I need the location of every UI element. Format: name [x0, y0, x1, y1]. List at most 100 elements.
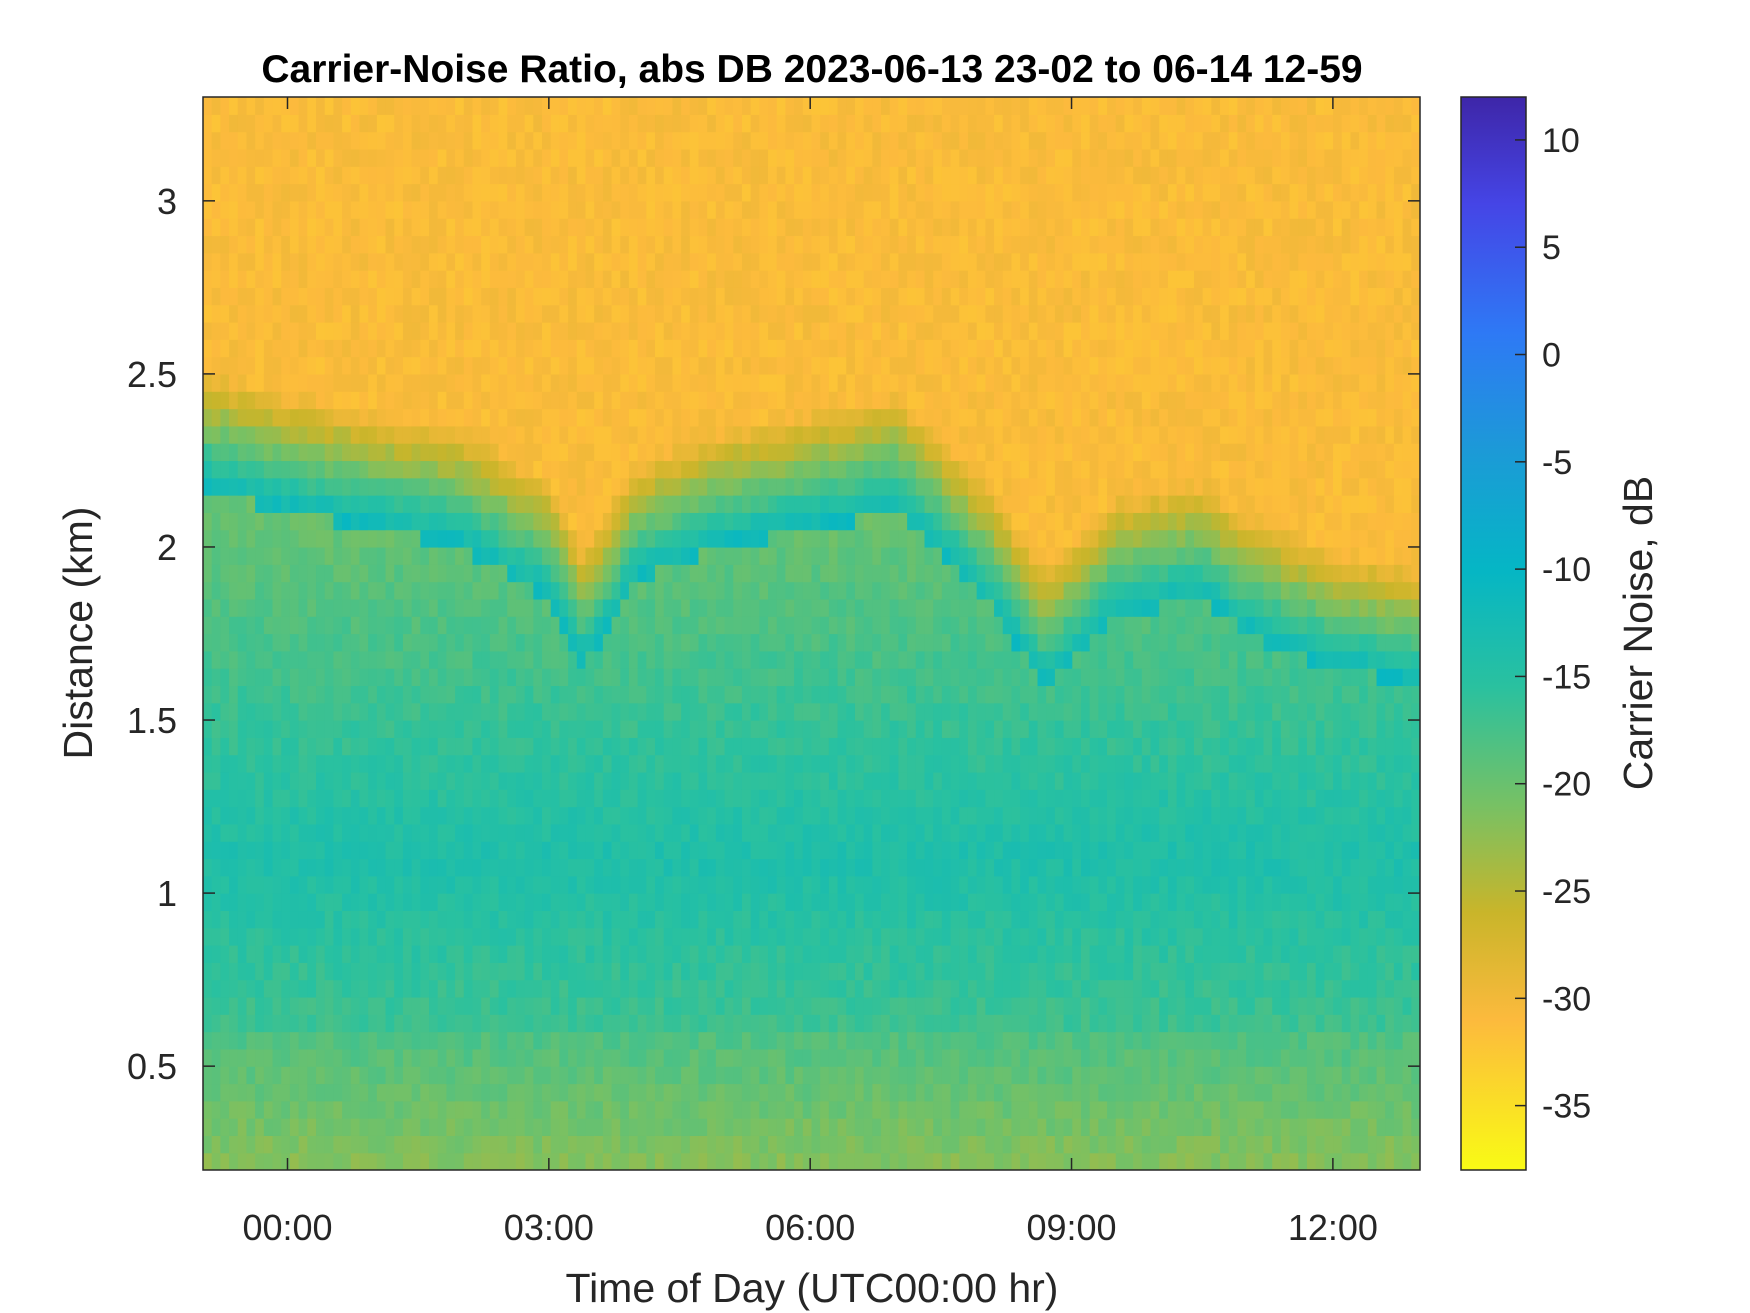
heatmap-cell — [811, 460, 821, 479]
heatmap-cell — [602, 1031, 613, 1050]
heatmap-cell — [681, 1031, 691, 1050]
heatmap-cell — [707, 1031, 717, 1050]
heatmap-cell — [342, 962, 352, 981]
heatmap-cell — [811, 754, 821, 773]
heatmap-cell — [602, 114, 613, 133]
heatmap-cell — [854, 512, 865, 531]
heatmap-cell — [794, 1066, 804, 1085]
heatmap-cell — [376, 460, 387, 479]
heatmap-cell — [715, 460, 726, 479]
heatmap-cell — [881, 1118, 891, 1136]
heatmap-cell — [715, 720, 726, 738]
heatmap-cell — [854, 1014, 865, 1033]
heatmap-cell — [507, 218, 517, 237]
heatmap-cell — [594, 702, 604, 721]
heatmap-cell — [350, 720, 361, 738]
heatmap-cell — [550, 287, 560, 306]
heatmap-cell — [768, 979, 778, 998]
heatmap-cell — [255, 1014, 265, 1033]
heatmap-cell — [776, 893, 787, 912]
heatmap-cell — [594, 927, 604, 946]
heatmap-cell — [359, 581, 369, 600]
heatmap-cell — [741, 633, 752, 652]
heatmap-cell — [550, 841, 560, 860]
heatmap-cell — [820, 408, 830, 427]
heatmap-cell — [385, 564, 395, 583]
heatmap-cell — [602, 200, 613, 219]
heatmap-cell — [411, 425, 421, 444]
heatmap-cell — [455, 806, 465, 825]
heatmap-cell — [759, 598, 769, 617]
heatmap-cell — [663, 287, 674, 306]
heatmap-cell — [255, 789, 265, 808]
heatmap-cell — [246, 1048, 256, 1067]
heatmap-cell — [733, 979, 743, 998]
heatmap-cell — [576, 321, 587, 340]
heatmap-cell — [863, 235, 873, 254]
heatmap-cell — [385, 356, 395, 375]
heatmap-cell — [489, 927, 500, 946]
heatmap-cell — [559, 685, 569, 704]
heatmap-cell — [802, 1048, 813, 1067]
heatmap-cell — [646, 979, 656, 998]
heatmap-cell — [229, 218, 239, 237]
heatmap-cell — [368, 148, 378, 167]
heatmap-cell — [307, 720, 317, 738]
heatmap-cell — [376, 823, 387, 842]
heatmap-cell — [698, 183, 708, 202]
heatmap-cell — [724, 339, 734, 358]
heatmap-cell — [255, 979, 265, 998]
heatmap-cell — [568, 806, 578, 825]
heatmap-cell — [811, 200, 821, 219]
heatmap-cell — [420, 529, 430, 548]
heatmap-cell — [255, 875, 265, 894]
heatmap-cell — [594, 356, 604, 375]
heatmap-cell — [376, 789, 387, 808]
heatmap-cell — [759, 806, 769, 825]
heatmap-cell — [333, 962, 343, 981]
heatmap-cell — [741, 616, 752, 635]
heatmap-cell — [481, 564, 491, 583]
heatmap-cell — [741, 131, 752, 150]
heatmap-cell — [481, 1066, 491, 1085]
heatmap-cell — [620, 287, 630, 306]
heatmap-cell — [628, 1083, 639, 1102]
heatmap-cell — [681, 893, 691, 912]
heatmap-cell — [585, 823, 595, 842]
heatmap-cell — [854, 356, 865, 375]
heatmap-cell — [498, 373, 508, 392]
heatmap-cell — [733, 702, 743, 721]
heatmap-cell — [663, 979, 674, 998]
heatmap-cell — [689, 200, 700, 219]
heatmap-cell — [707, 183, 717, 202]
heatmap-cell — [220, 1100, 230, 1119]
heatmap-cell — [637, 304, 647, 323]
heatmap-cell — [489, 114, 500, 133]
heatmap-cell — [376, 945, 387, 963]
heatmap-cell — [385, 131, 395, 150]
heatmap-cell — [376, 373, 387, 392]
heatmap-cell — [394, 183, 404, 202]
heatmap-cell — [359, 529, 369, 548]
heatmap-cell — [585, 858, 595, 877]
heatmap-cell — [776, 356, 787, 375]
heatmap-cell — [498, 668, 508, 687]
heatmap-cell — [689, 1048, 700, 1067]
heatmap-cell — [550, 1014, 560, 1033]
heatmap-cell — [889, 287, 900, 306]
heatmap-cell — [846, 460, 856, 479]
heatmap-cell — [611, 771, 621, 790]
heatmap-cell — [611, 1014, 621, 1033]
heatmap-cell — [524, 321, 534, 340]
heatmap-cell — [802, 685, 813, 704]
heatmap-cell — [429, 546, 439, 565]
heatmap-cell — [655, 339, 665, 358]
heatmap-cell — [637, 789, 647, 808]
heatmap-cell — [594, 148, 604, 167]
heatmap-cell — [229, 460, 239, 479]
heatmap-cell — [724, 425, 734, 444]
heatmap-cell — [602, 927, 613, 946]
heatmap-cell — [550, 996, 560, 1015]
heatmap-cell — [455, 373, 465, 392]
heatmap-cell — [594, 1048, 604, 1067]
